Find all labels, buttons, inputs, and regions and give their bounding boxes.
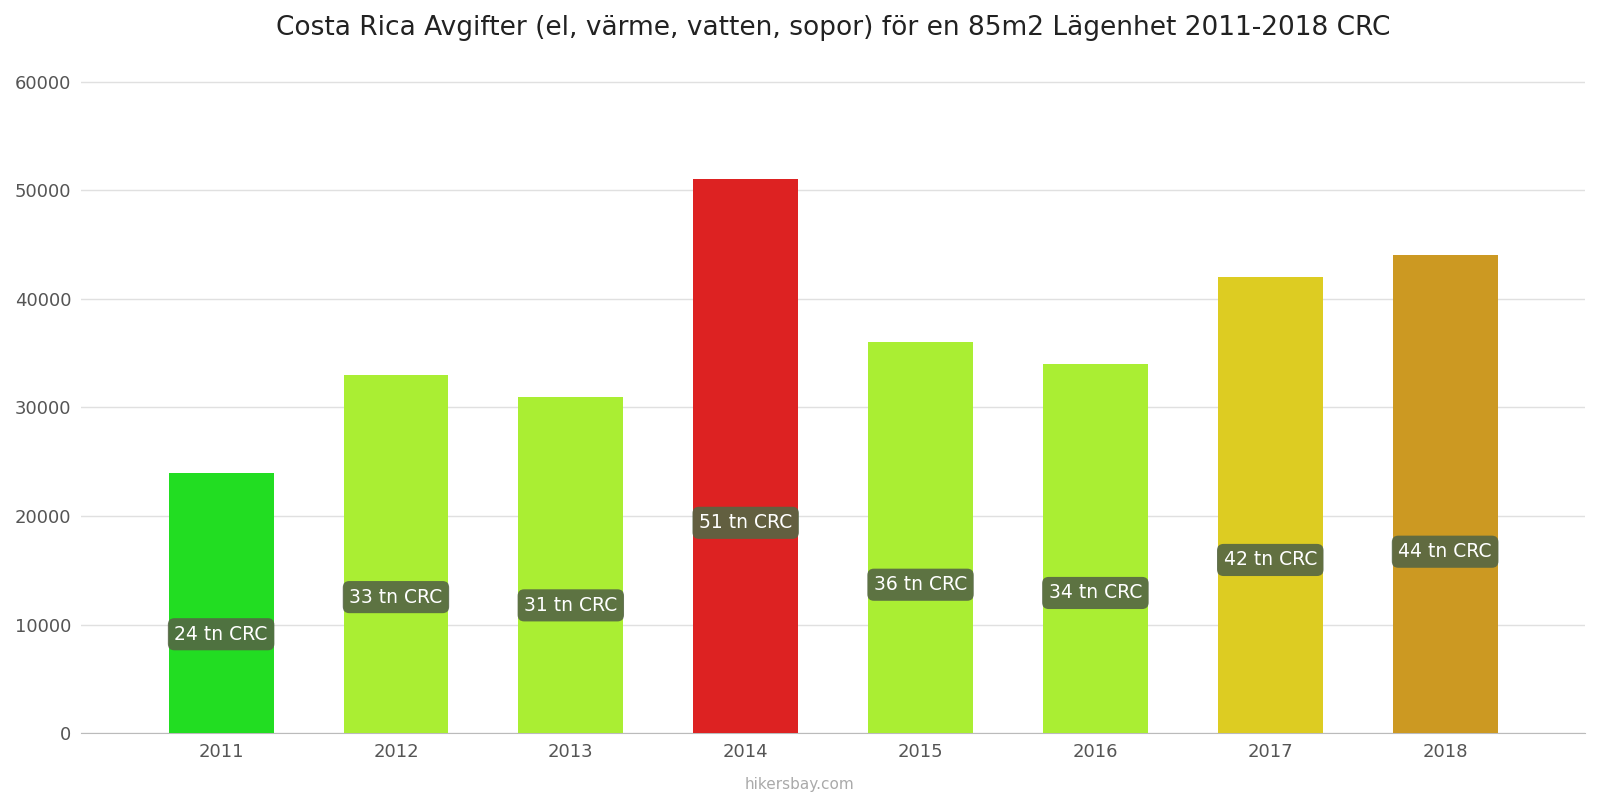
Text: hikersbay.com: hikersbay.com bbox=[746, 777, 854, 792]
Text: 51 tn CRC: 51 tn CRC bbox=[699, 514, 792, 532]
Bar bbox=[168, 473, 274, 734]
Text: 44 tn CRC: 44 tn CRC bbox=[1398, 542, 1491, 562]
Bar bbox=[518, 397, 624, 734]
Bar bbox=[1392, 255, 1498, 734]
Bar bbox=[869, 342, 973, 734]
Text: 36 tn CRC: 36 tn CRC bbox=[874, 575, 966, 594]
Text: 33 tn CRC: 33 tn CRC bbox=[349, 588, 443, 606]
Text: 34 tn CRC: 34 tn CRC bbox=[1048, 583, 1142, 602]
Bar bbox=[1043, 364, 1147, 734]
Bar bbox=[1218, 277, 1323, 734]
Text: 24 tn CRC: 24 tn CRC bbox=[174, 625, 267, 644]
Title: Costa Rica Avgifter (el, värme, vatten, sopor) för en 85m2 Lägenhet 2011-2018 CR: Costa Rica Avgifter (el, värme, vatten, … bbox=[275, 15, 1390, 41]
Text: 31 tn CRC: 31 tn CRC bbox=[525, 596, 618, 615]
Bar bbox=[344, 375, 448, 734]
Text: 42 tn CRC: 42 tn CRC bbox=[1224, 550, 1317, 570]
Bar bbox=[693, 179, 798, 734]
